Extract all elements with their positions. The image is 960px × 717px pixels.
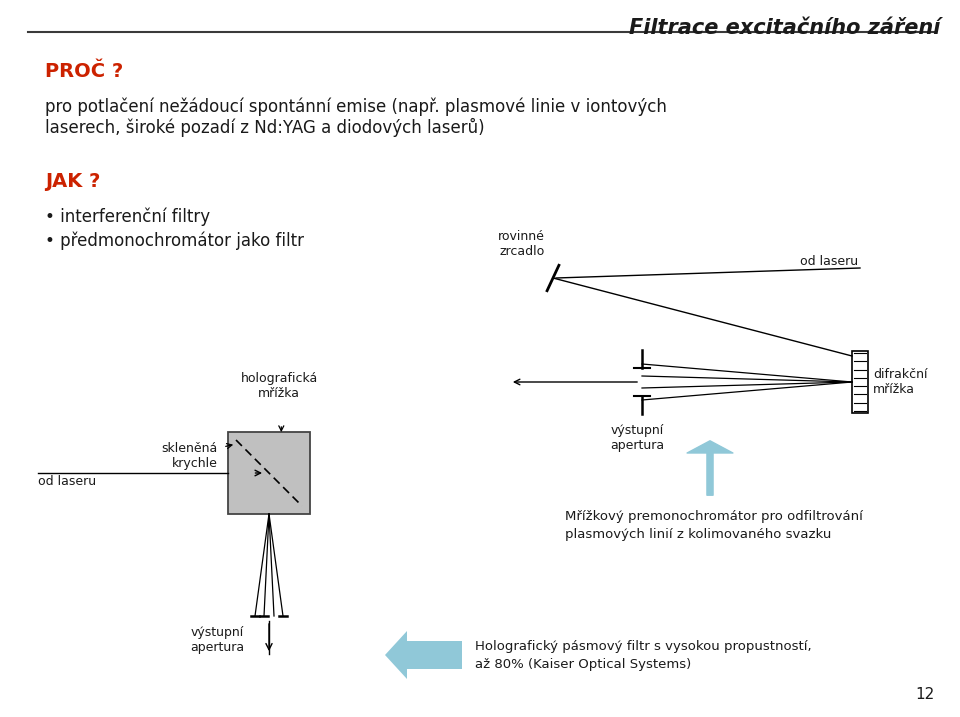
- Text: od laseru: od laseru: [38, 475, 96, 488]
- Text: pro potlačení nežádoucí spontánní emise (např. plasmové linie v iontových: pro potlačení nežádoucí spontánní emise …: [45, 98, 667, 116]
- Bar: [228, 432, 310, 514]
- Text: výstupní
apertura: výstupní apertura: [190, 626, 244, 654]
- Text: skleněná
krychle: skleněná krychle: [161, 442, 218, 470]
- Text: • interferenční filtry: • interferenční filtry: [45, 208, 210, 227]
- Text: • předmonochromátor jako filtr: • předmonochromátor jako filtr: [45, 232, 304, 250]
- Text: od laseru: od laseru: [800, 255, 858, 268]
- Text: plasmových linií z kolimovaného svazku: plasmových linií z kolimovaného svazku: [565, 528, 831, 541]
- Bar: [852, 351, 868, 413]
- Text: JAK ?: JAK ?: [45, 172, 101, 191]
- Text: holografická
mřížka: holografická mřížka: [240, 372, 318, 400]
- Text: PROČ ?: PROČ ?: [45, 62, 123, 81]
- Text: rovinné
zrcadlo: rovinné zrcadlo: [498, 230, 545, 258]
- Text: difrakční
mřížka: difrakční mřížka: [873, 368, 927, 396]
- Text: Mřížkový premonochromátor pro odfiltrování: Mřížkový premonochromátor pro odfiltrová…: [565, 510, 863, 523]
- Text: výstupní
apertura: výstupní apertura: [610, 424, 664, 452]
- Text: Filtrace excitačního záření: Filtrace excitačního záření: [629, 18, 940, 38]
- Polygon shape: [385, 631, 462, 679]
- Text: 12: 12: [916, 687, 935, 702]
- Text: až 80% (Kaiser Optical Systems): až 80% (Kaiser Optical Systems): [475, 658, 691, 671]
- Text: laserech, široké pozadí z Nd:YAG a diodových laserů): laserech, široké pozadí z Nd:YAG a diodo…: [45, 118, 485, 137]
- Text: Holografický pásmový filtr s vysokou propustností,: Holografický pásmový filtr s vysokou pro…: [475, 640, 811, 653]
